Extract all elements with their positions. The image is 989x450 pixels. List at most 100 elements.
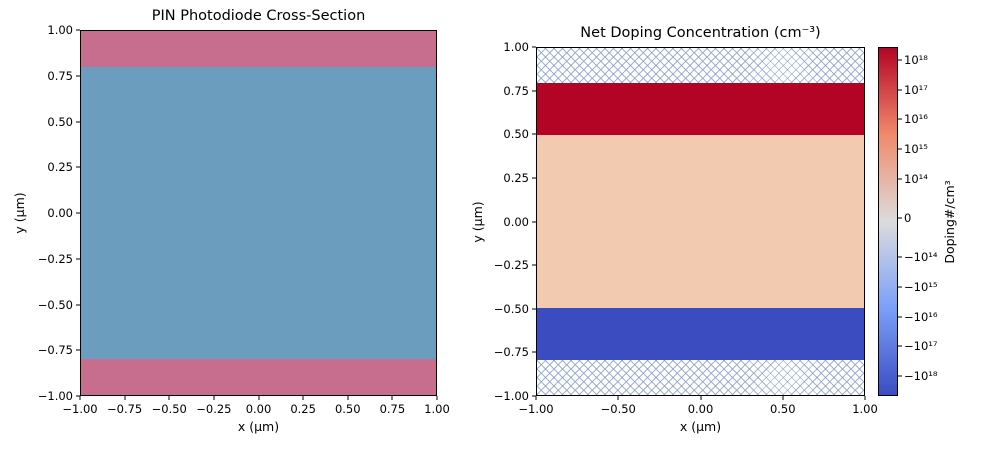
- y-tick-mark: [76, 29, 80, 31]
- x-tick-mark: [391, 396, 393, 400]
- x-tick-label: 1.00: [852, 402, 878, 416]
- colorbar-label: Doping#/cm³: [942, 179, 957, 264]
- colorbar-tick-label: −10¹⁶: [904, 309, 938, 324]
- left-plot-area: [80, 30, 437, 396]
- x-tick-label: 0.00: [687, 402, 714, 416]
- x-tick-mark: [700, 396, 701, 400]
- y-tick-mark: [532, 90, 536, 92]
- right-plot: Net Doping Concentration (cm⁻³) x (μm) y…: [470, 25, 878, 434]
- right-plot-title: Net Doping Concentration (cm⁻³): [580, 25, 821, 41]
- colorbar-tick-mark: [898, 148, 902, 150]
- y-tick-label: 0.50: [47, 114, 73, 129]
- x-tick-mark: [79, 396, 81, 400]
- x-tick-mark: [535, 396, 537, 400]
- y-tick-label: −0.75: [37, 343, 73, 358]
- colorbar-tick-label: −10¹⁷: [904, 339, 938, 354]
- y-tick-mark: [532, 264, 536, 266]
- x-tick-label: 0.50: [334, 402, 361, 416]
- y-tick-label: −1.00: [493, 389, 529, 403]
- x-tick-mark: [258, 396, 259, 400]
- x-tick-label: −1.00: [518, 402, 554, 416]
- colorbar-tick-mark: [898, 345, 902, 347]
- x-tick-label: −1.00: [62, 402, 98, 416]
- x-tick-mark: [302, 396, 304, 400]
- colorbar-tick-mark: [898, 316, 902, 318]
- y-tick-mark: [76, 75, 80, 77]
- y-tick-label: 0.25: [503, 170, 529, 185]
- x-tick-mark: [213, 396, 215, 400]
- x-tick-mark: [617, 396, 619, 400]
- y-tick-mark: [76, 349, 80, 351]
- region-bottom-layer: [81, 358, 436, 395]
- y-tick-mark: [532, 308, 536, 310]
- left-x-axis-label: x (μm): [237, 419, 280, 434]
- right-plot-area: [536, 47, 865, 396]
- region-middle-layer: [81, 67, 436, 359]
- region-bottom-hatched: [537, 360, 864, 395]
- y-tick-label: −0.25: [493, 258, 529, 273]
- y-tick-mark: [76, 212, 80, 214]
- x-tick-label: −0.25: [196, 402, 232, 416]
- region-n-region: [537, 308, 864, 361]
- region-top-hatched: [537, 48, 864, 83]
- x-tick-mark: [782, 396, 784, 400]
- x-tick-mark: [436, 396, 438, 400]
- y-tick-label: 0.25: [47, 160, 73, 175]
- y-tick-label: 1.00: [47, 23, 73, 37]
- colorbar-tick-label: 10¹⁷: [904, 82, 928, 97]
- right-y-axis-label: y (μm): [470, 200, 485, 243]
- region-top-layer: [81, 31, 436, 68]
- x-tick-label: 0.25: [290, 402, 316, 416]
- colorbar-tick-label: 0: [904, 211, 912, 225]
- y-tick-mark: [76, 166, 80, 168]
- y-tick-mark: [76, 304, 80, 305]
- colorbar-tick-mark: [898, 118, 902, 120]
- y-tick-label: −0.50: [37, 297, 73, 312]
- y-tick-mark: [532, 221, 536, 222]
- region-intrinsic: [537, 134, 864, 309]
- colorbar-tick-label: −10¹⁴: [904, 250, 938, 265]
- x-tick-label: 0.75: [379, 402, 406, 416]
- y-tick-label: 0.00: [47, 206, 73, 220]
- colorbar-tick-mark: [898, 256, 902, 258]
- y-tick-mark: [532, 395, 536, 397]
- x-tick-mark: [347, 396, 349, 400]
- x-tick-mark: [124, 396, 126, 400]
- right-x-axis-label: x (μm): [679, 419, 722, 434]
- colorbar: Doping#/cm³ 10¹⁸ 10¹⁷ 10¹⁶ 10¹⁵ 10¹⁴ 0 −10¹⁴ −1…: [878, 47, 957, 396]
- y-tick-mark: [532, 133, 536, 135]
- x-tick-label: 0.00: [245, 402, 272, 416]
- y-tick-label: 0.75: [47, 68, 73, 83]
- y-tick-label: 1.00: [503, 40, 529, 54]
- x-tick-mark: [864, 396, 866, 400]
- x-tick-label: −0.75: [107, 402, 143, 416]
- y-tick-mark: [532, 177, 536, 179]
- y-tick-mark: [532, 351, 536, 353]
- colorbar-gradient: [878, 47, 898, 396]
- colorbar-tick-mark: [898, 89, 902, 91]
- y-tick-mark: [76, 121, 80, 122]
- x-tick-label: 0.50: [769, 402, 796, 416]
- y-tick-label: −0.25: [37, 251, 73, 266]
- y-tick-label: −1.00: [37, 389, 73, 403]
- colorbar-tick-mark: [898, 375, 902, 377]
- left-plot: PIN Photodiode Cross-Section x (μm) y (μ…: [12, 8, 450, 434]
- colorbar-tick-mark: [898, 286, 902, 288]
- x-tick-label: −0.50: [600, 402, 636, 416]
- x-tick-label: −0.50: [151, 402, 187, 416]
- colorbar-tick-label: −10¹⁸: [904, 369, 938, 384]
- colorbar-tick-mark: [898, 59, 902, 61]
- colorbar-tick-label: 10¹⁶: [904, 112, 928, 127]
- region-p-plus: [537, 82, 864, 135]
- left-plot-title: PIN Photodiode Cross-Section: [151, 8, 366, 24]
- colorbar-tick-label: 10¹⁵: [904, 141, 928, 156]
- y-tick-label: 0.00: [503, 214, 529, 229]
- y-tick-mark: [532, 46, 536, 48]
- y-tick-label: −0.50: [493, 301, 529, 316]
- x-tick-mark: [168, 396, 170, 400]
- left-y-axis-label: y (μm): [12, 192, 27, 234]
- y-tick-label: 0.50: [503, 127, 529, 142]
- y-tick-mark: [76, 258, 80, 260]
- colorbar-tick-label: −10¹⁵: [904, 280, 938, 295]
